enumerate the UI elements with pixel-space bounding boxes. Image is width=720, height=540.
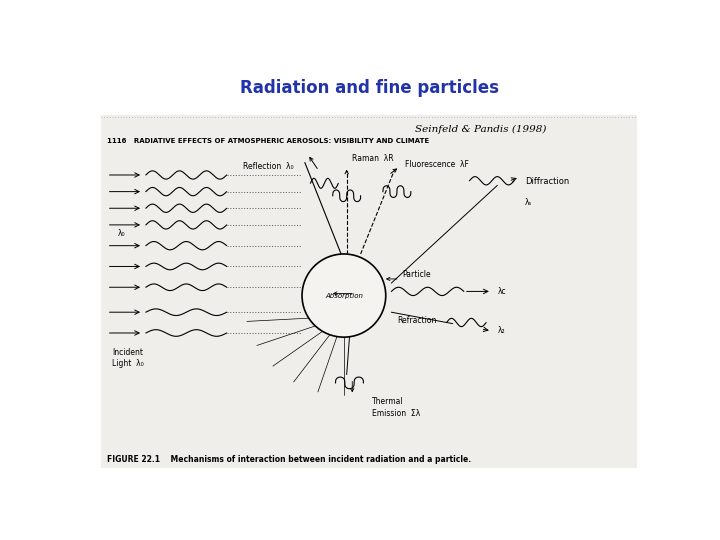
Text: Reflection  λ₀: Reflection λ₀ (243, 162, 294, 171)
Text: Particle: Particle (402, 271, 431, 279)
Text: λ₀: λ₀ (118, 229, 125, 238)
Text: Diffraction: Diffraction (526, 177, 570, 186)
Text: Fluorescence  λF: Fluorescence λF (405, 160, 469, 168)
Text: λ₂: λ₂ (498, 326, 505, 335)
Text: λc: λc (498, 287, 506, 296)
FancyBboxPatch shape (101, 114, 637, 468)
Text: Raman  λR: Raman λR (352, 153, 394, 163)
Text: 1116   RADIATIVE EFFECTS OF ATMOSPHERIC AEROSOLS: VISIBILITY AND CLIMATE: 1116 RADIATIVE EFFECTS OF ATMOSPHERIC AE… (107, 138, 429, 144)
Text: Refraction: Refraction (397, 316, 436, 326)
Text: FIGURE 22.1    Mechanisms of interaction between incident radiation and a partic: FIGURE 22.1 Mechanisms of interaction be… (107, 455, 471, 464)
Text: Incident
Light  λ₀: Incident Light λ₀ (112, 348, 144, 368)
Text: Radiation and fine particles: Radiation and fine particles (240, 79, 498, 97)
Ellipse shape (302, 254, 386, 337)
Text: Seinfeld & Pandis (1998): Seinfeld & Pandis (1998) (415, 125, 546, 134)
Text: λₛ: λₛ (526, 198, 533, 206)
Text: Thermal
Emission  Σλ: Thermal Emission Σλ (372, 397, 420, 417)
Text: Absorption: Absorption (325, 293, 363, 299)
